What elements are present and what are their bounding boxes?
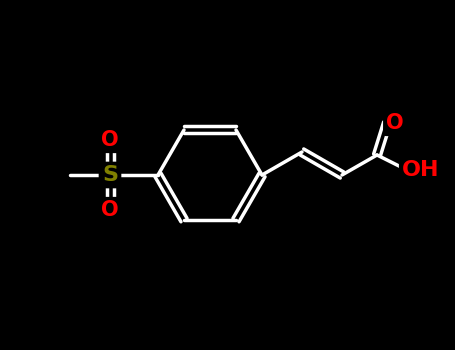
Text: OH: OH (402, 160, 440, 180)
Text: O: O (386, 113, 404, 133)
Text: O: O (101, 130, 119, 150)
Text: O: O (101, 200, 119, 220)
Text: S: S (102, 165, 118, 185)
